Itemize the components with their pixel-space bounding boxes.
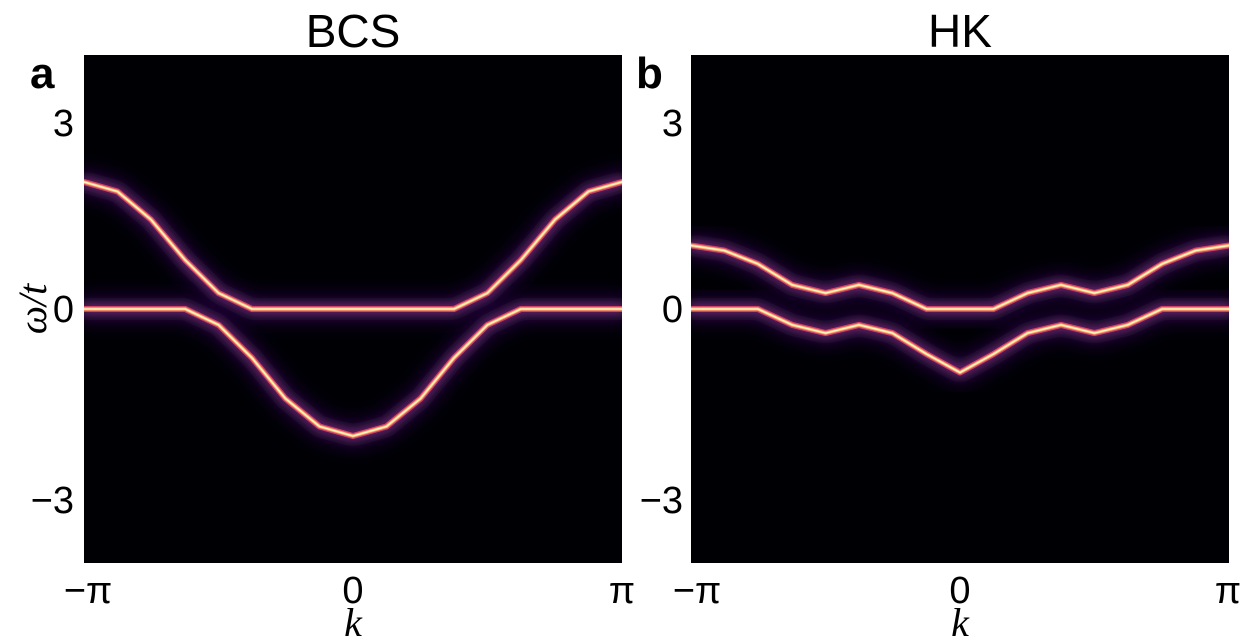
panel-a-ylabel: ω/t	[10, 283, 55, 334]
panel-b-band-1-layer-5	[691, 244, 1229, 310]
panel-b-title: HK	[928, 5, 992, 57]
panel-b-ytick-3: 3	[662, 103, 683, 145]
panel-a-band-1-layer-5	[84, 181, 622, 310]
panel-a-title: BCS	[306, 5, 401, 57]
panel-a-ytick-0: 0	[53, 289, 74, 331]
panel-b-ytick-neg3: −3	[640, 480, 683, 522]
panel-a-ytick-3: 3	[53, 103, 74, 145]
panel-b-letter: b	[636, 49, 663, 98]
panel-b-ytick-0: 0	[662, 289, 683, 331]
panel-b-xtick-neg-pi: −π	[673, 570, 721, 612]
panel-b-xtick-pi: π	[1215, 570, 1241, 612]
panel-a-xtick-neg-pi: −π	[64, 570, 112, 612]
panel-a-xlabel: k	[344, 600, 363, 641]
panel-a-xtick-pi: π	[609, 570, 635, 612]
panel-b: HK b 3 0 −3 −π 0 π k	[636, 5, 1241, 641]
panel-a: BCS a 3 0 −3 −π 0 π k ω/t	[10, 5, 635, 641]
panel-a-xtick-0: 0	[342, 570, 363, 612]
panel-a-ytick-neg3: −3	[31, 480, 74, 522]
panel-b-spectral-bands	[691, 234, 1229, 384]
panel-a-letter: a	[30, 49, 55, 98]
panel-b-band-2-layer-5	[691, 308, 1229, 374]
panel-b-xlabel: k	[951, 600, 970, 641]
panel-a-band-2-layer-5	[84, 308, 622, 437]
panel-b-xtick-0: 0	[949, 570, 970, 612]
panel-a-spectral-bands	[84, 171, 622, 447]
